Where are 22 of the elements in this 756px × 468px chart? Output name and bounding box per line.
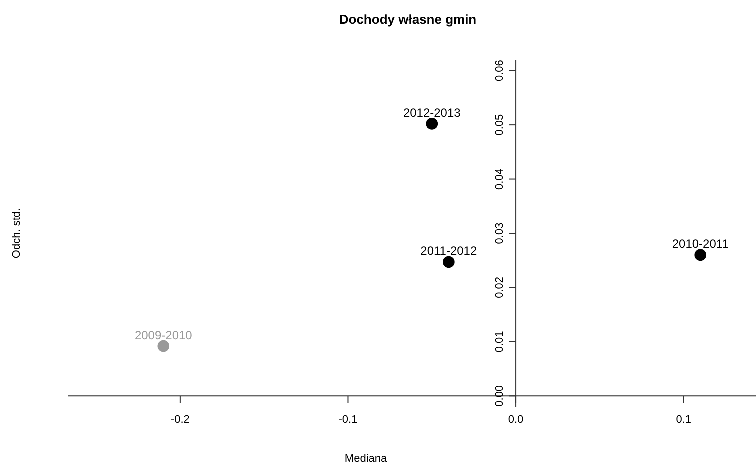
- y-tick-label: 0.01: [494, 331, 506, 353]
- y-tick-label: 0.04: [494, 168, 506, 190]
- annotation: 2010-2011: [672, 237, 730, 252]
- y-tick-label: 0.03: [494, 222, 506, 244]
- y-tick-label: 0.05: [494, 114, 506, 136]
- y-tick-label: 0.06: [494, 60, 506, 82]
- x-tick-label: 0.1: [676, 414, 692, 426]
- y-tick-label: 0.00: [494, 385, 506, 407]
- annotation: 2011-2012: [420, 244, 478, 258]
- point: [443, 256, 455, 268]
- point: [158, 340, 170, 352]
- x-tick-label: 0.0: [508, 414, 524, 426]
- annotation: 2009-2010: [134, 328, 193, 342]
- x-tick-label: -0.2: [170, 414, 190, 426]
- point: [694, 249, 707, 262]
- chart-title: Dochody własne gmin: [339, 12, 477, 27]
- y-tick-label: 0.02: [494, 277, 506, 298]
- annotation: 2012-2013: [403, 106, 462, 120]
- y-axis-title: Odch. std.: [11, 208, 23, 259]
- point: [426, 118, 438, 130]
- x-axis-title: Mediana: [344, 453, 388, 465]
- x-tick-label: -0.1: [338, 414, 358, 426]
